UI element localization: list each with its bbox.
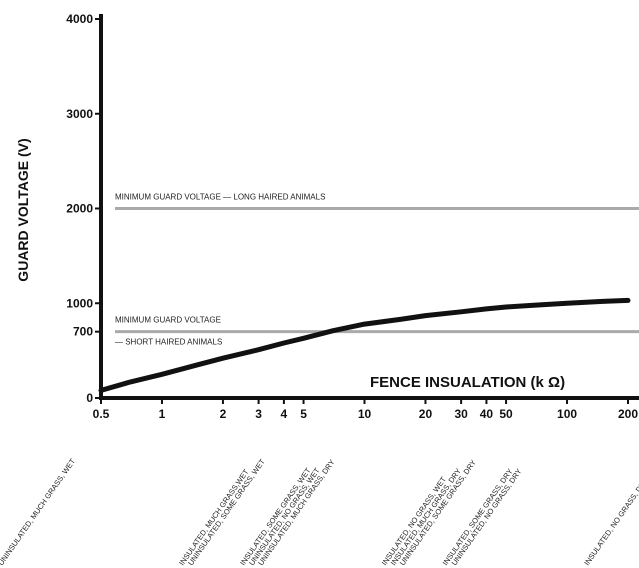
y-tick-label: 2000: [66, 202, 93, 216]
condition-label: INSULATED, MUCH GRASS,WET: [177, 467, 251, 567]
x-tick-label: 5: [300, 407, 307, 421]
reference-label: — SHORT HAIRED ANIMALS: [115, 338, 222, 347]
y-axis-label: GUARD VOLTAGE (V): [15, 138, 31, 281]
y-tick-label: 4000: [66, 12, 93, 26]
condition-label: UNINSULATED, MUCH GRASS, DRY: [256, 458, 336, 567]
voltage-curve-group: [98, 297, 631, 393]
y-tick-label: 3000: [66, 107, 93, 121]
x-tick-label: 4: [281, 407, 288, 421]
x-tick-label: 0.5: [93, 407, 110, 421]
reference-lines: MINIMUM GUARD VOLTAGE — LONG HAIRED ANIM…: [115, 193, 639, 347]
condition-label: UNINSULATED, MUCH GRASS, WET: [0, 457, 77, 568]
voltage-curve: [98, 297, 631, 393]
y-tick-label: 1000: [66, 296, 93, 310]
x-tick-label: 40: [480, 407, 494, 421]
y-tick-label: 700: [73, 325, 93, 339]
x-tick-label: 2: [220, 407, 227, 421]
condition-label: UNINSULATED, NO GRASS, WET: [247, 466, 322, 567]
axes: [99, 14, 639, 400]
y-tick-label: 0: [86, 391, 93, 405]
x-tick-label: 50: [499, 407, 513, 421]
reference-label: MINIMUM GUARD VOLTAGE — LONG HAIRED ANIM…: [115, 193, 325, 202]
x-tick-label: 10: [358, 407, 372, 421]
x-tick-label: 20: [419, 407, 433, 421]
x-axis-label: FENCE INSUALATION (k Ω): [370, 374, 565, 391]
x-tick-label: 30: [454, 407, 468, 421]
x-tick-label: 100: [557, 407, 577, 421]
condition-labels: UNINSULATED, MUCH GRASS, WET INSULATED, M…: [0, 457, 639, 568]
x-tick-label: 1: [159, 407, 166, 421]
x-tick-label: 200: [618, 407, 638, 421]
x-tick-label: 3: [255, 407, 262, 421]
condition-label: INSULATED, NO GRASS, DRY: [582, 476, 639, 567]
reference-label: MINIMUM GUARD VOLTAGE: [115, 316, 221, 325]
x-ticks: 0.5 1 2 3 4 5 10 20 30 40 50 100 200: [93, 397, 638, 421]
y-ticks: 0 700 1000 2000 3000 4000: [66, 12, 102, 405]
